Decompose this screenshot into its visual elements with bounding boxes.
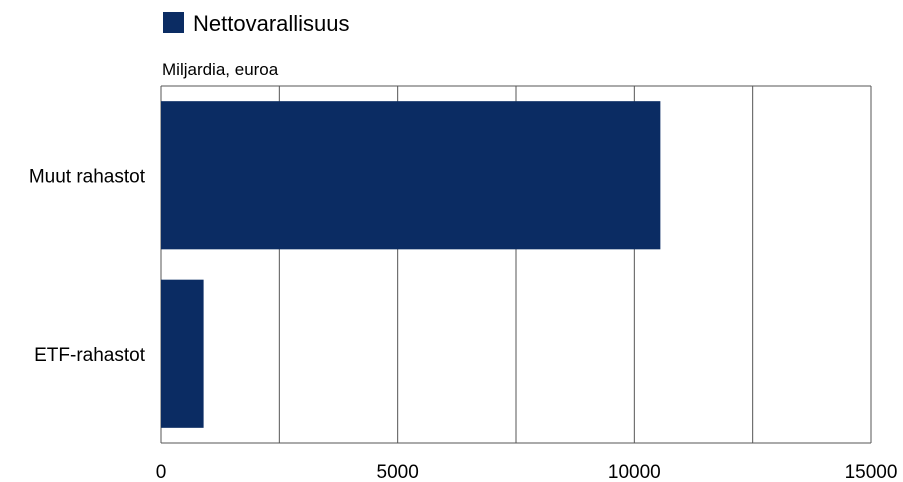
category-label: ETF-rahastot <box>34 345 146 366</box>
bar-muut-rahastot <box>161 101 661 250</box>
x-tick-label: 5000 <box>377 462 419 482</box>
unit-label: Miljardia, euroa <box>162 60 279 79</box>
x-tick-labels: 0 5000 10000 15000 <box>156 462 898 482</box>
x-tick-label: 0 <box>156 462 167 482</box>
category-label: Muut rahastot <box>29 166 146 187</box>
x-tick-label: 15000 <box>845 462 898 482</box>
legend: Nettovarallisuus <box>163 11 350 36</box>
legend-swatch <box>163 12 184 33</box>
x-tick-label: 10000 <box>608 462 661 482</box>
bars <box>161 101 661 428</box>
category-labels: Muut rahastot ETF-rahastot <box>29 166 146 366</box>
bar-etf-rahastot <box>161 279 204 428</box>
legend-label: Nettovarallisuus <box>193 11 350 36</box>
